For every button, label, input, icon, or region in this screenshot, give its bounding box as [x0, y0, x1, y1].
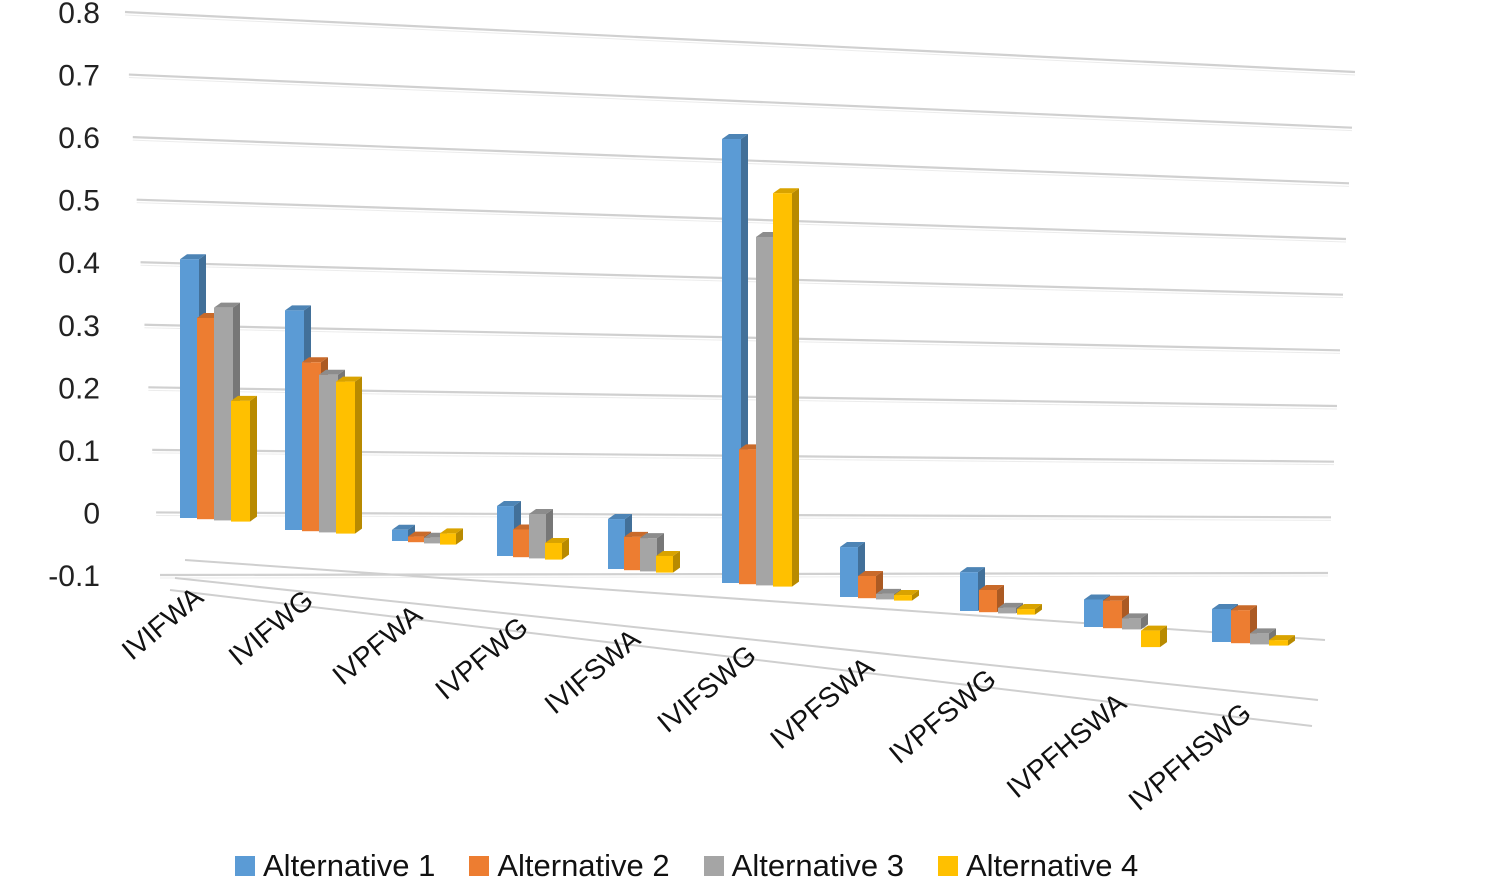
bar	[497, 501, 521, 556]
legend-label: Alternative 1	[263, 848, 436, 883]
legend-label: Alternative 4	[965, 848, 1139, 883]
y-tick-label: 0.2	[58, 372, 100, 405]
y-tick-label: 0	[83, 497, 100, 530]
legend-label: Alternative 2	[497, 848, 670, 883]
gridline-shadow	[124, 14, 1356, 76]
legend-swatch	[235, 856, 255, 876]
bar	[440, 528, 463, 545]
bar	[545, 537, 569, 560]
x-tick-label: IVIFSWA	[539, 623, 647, 720]
gridline	[128, 73, 1353, 129]
y-tick-label: 0.8	[58, 0, 100, 30]
bar	[1122, 613, 1148, 630]
gridline-shadow	[128, 77, 1353, 132]
legend-item: Alternative 4	[937, 848, 1139, 884]
bar	[1017, 604, 1042, 615]
legend-item: Alternative 3	[703, 848, 904, 884]
y-axis-ticks: 0.8 0.7 0.6 0.5 0.4 0.3 0.2 0.1 0 -0.1	[48, 0, 100, 593]
x-tick-label: IVPFHSWA	[1001, 687, 1132, 804]
y-tick-label: 0.3	[58, 310, 100, 343]
x-tick-label: IVIFWA	[116, 581, 209, 666]
legend: Alternative 1 Alternative 2 Alternative 3 A…	[235, 846, 1138, 886]
x-tick-label: IVPFHSWG	[1123, 697, 1257, 817]
bar	[231, 395, 257, 522]
bar	[656, 550, 680, 573]
x-tick-label: IVPFSWG	[883, 663, 1002, 770]
floor-line	[174, 577, 1319, 701]
bar	[1269, 635, 1295, 646]
legend-item: Alternative 1	[235, 848, 435, 884]
y-tick-label: 0.1	[58, 435, 100, 468]
bar	[773, 188, 799, 587]
legend-item: Alternative 2	[469, 848, 670, 884]
y-tick-label: 0.7	[58, 60, 100, 93]
bar	[1141, 625, 1167, 648]
bar	[894, 590, 919, 601]
legend-label: Alternative 3	[731, 848, 904, 883]
y-tick-label: 0.6	[58, 122, 100, 155]
y-tick-label: 0.4	[58, 247, 100, 280]
x-tick-label: IVPFSWA	[764, 651, 880, 755]
legend-swatch	[937, 856, 958, 876]
bars	[180, 134, 1295, 648]
floor-line	[169, 589, 1313, 727]
x-tick-label: IVPFWG	[429, 611, 534, 706]
bar	[336, 376, 362, 534]
y-tick-label: 0.5	[58, 185, 100, 218]
x-tick-label: IVPFWA	[326, 599, 428, 691]
y-tick-label: -0.1	[48, 560, 100, 593]
gridline	[124, 10, 1356, 74]
legend-swatch	[703, 856, 724, 876]
legend-swatch	[469, 856, 490, 876]
